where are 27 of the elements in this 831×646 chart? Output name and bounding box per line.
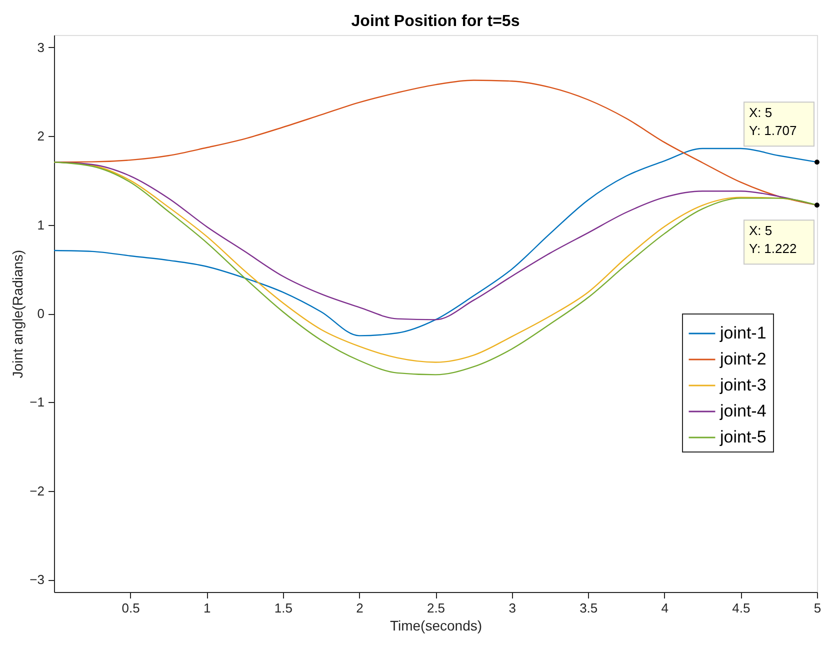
annotation: X: 5 Y: 1.222 xyxy=(749,223,797,256)
legend-label: joint-5 xyxy=(719,428,766,446)
y-tick-label: −1 xyxy=(30,394,44,410)
x-tick-label: 0.5 xyxy=(122,600,140,616)
y-tick-label: −2 xyxy=(30,483,44,498)
legend-label: joint-1 xyxy=(719,324,766,342)
y-axis-title: Joint angle(Radians) xyxy=(10,250,26,378)
x-axis-title: Time(seconds) xyxy=(390,618,482,634)
x-tick-label: 2 xyxy=(356,600,364,616)
x-tick-label: 5 xyxy=(814,600,822,616)
y-tick-label: 1 xyxy=(37,217,44,232)
x-tick-label: 2.5 xyxy=(426,600,446,616)
y-tick-label: −3 xyxy=(30,572,44,588)
y-tick-label: 2 xyxy=(37,128,44,144)
y-tick-label: 0 xyxy=(37,306,44,321)
x-tick-label: 4.5 xyxy=(732,600,750,616)
x-tick-label: 4 xyxy=(661,600,669,616)
x-tick-label: 3.5 xyxy=(580,600,598,616)
x-tick-label: 1 xyxy=(203,600,211,616)
annotation: X: 5 Y: 1.707 xyxy=(749,105,797,138)
legend-label: joint-3 xyxy=(719,376,766,394)
legend-label: joint-4 xyxy=(719,402,766,420)
y-tick-label: 3 xyxy=(37,40,44,55)
legend-label: joint-2 xyxy=(719,350,766,368)
x-tick-label: 3 xyxy=(508,600,516,616)
chart-title: Joint Position for t=5s xyxy=(351,13,520,30)
x-tick-label: 1.5 xyxy=(274,600,292,616)
